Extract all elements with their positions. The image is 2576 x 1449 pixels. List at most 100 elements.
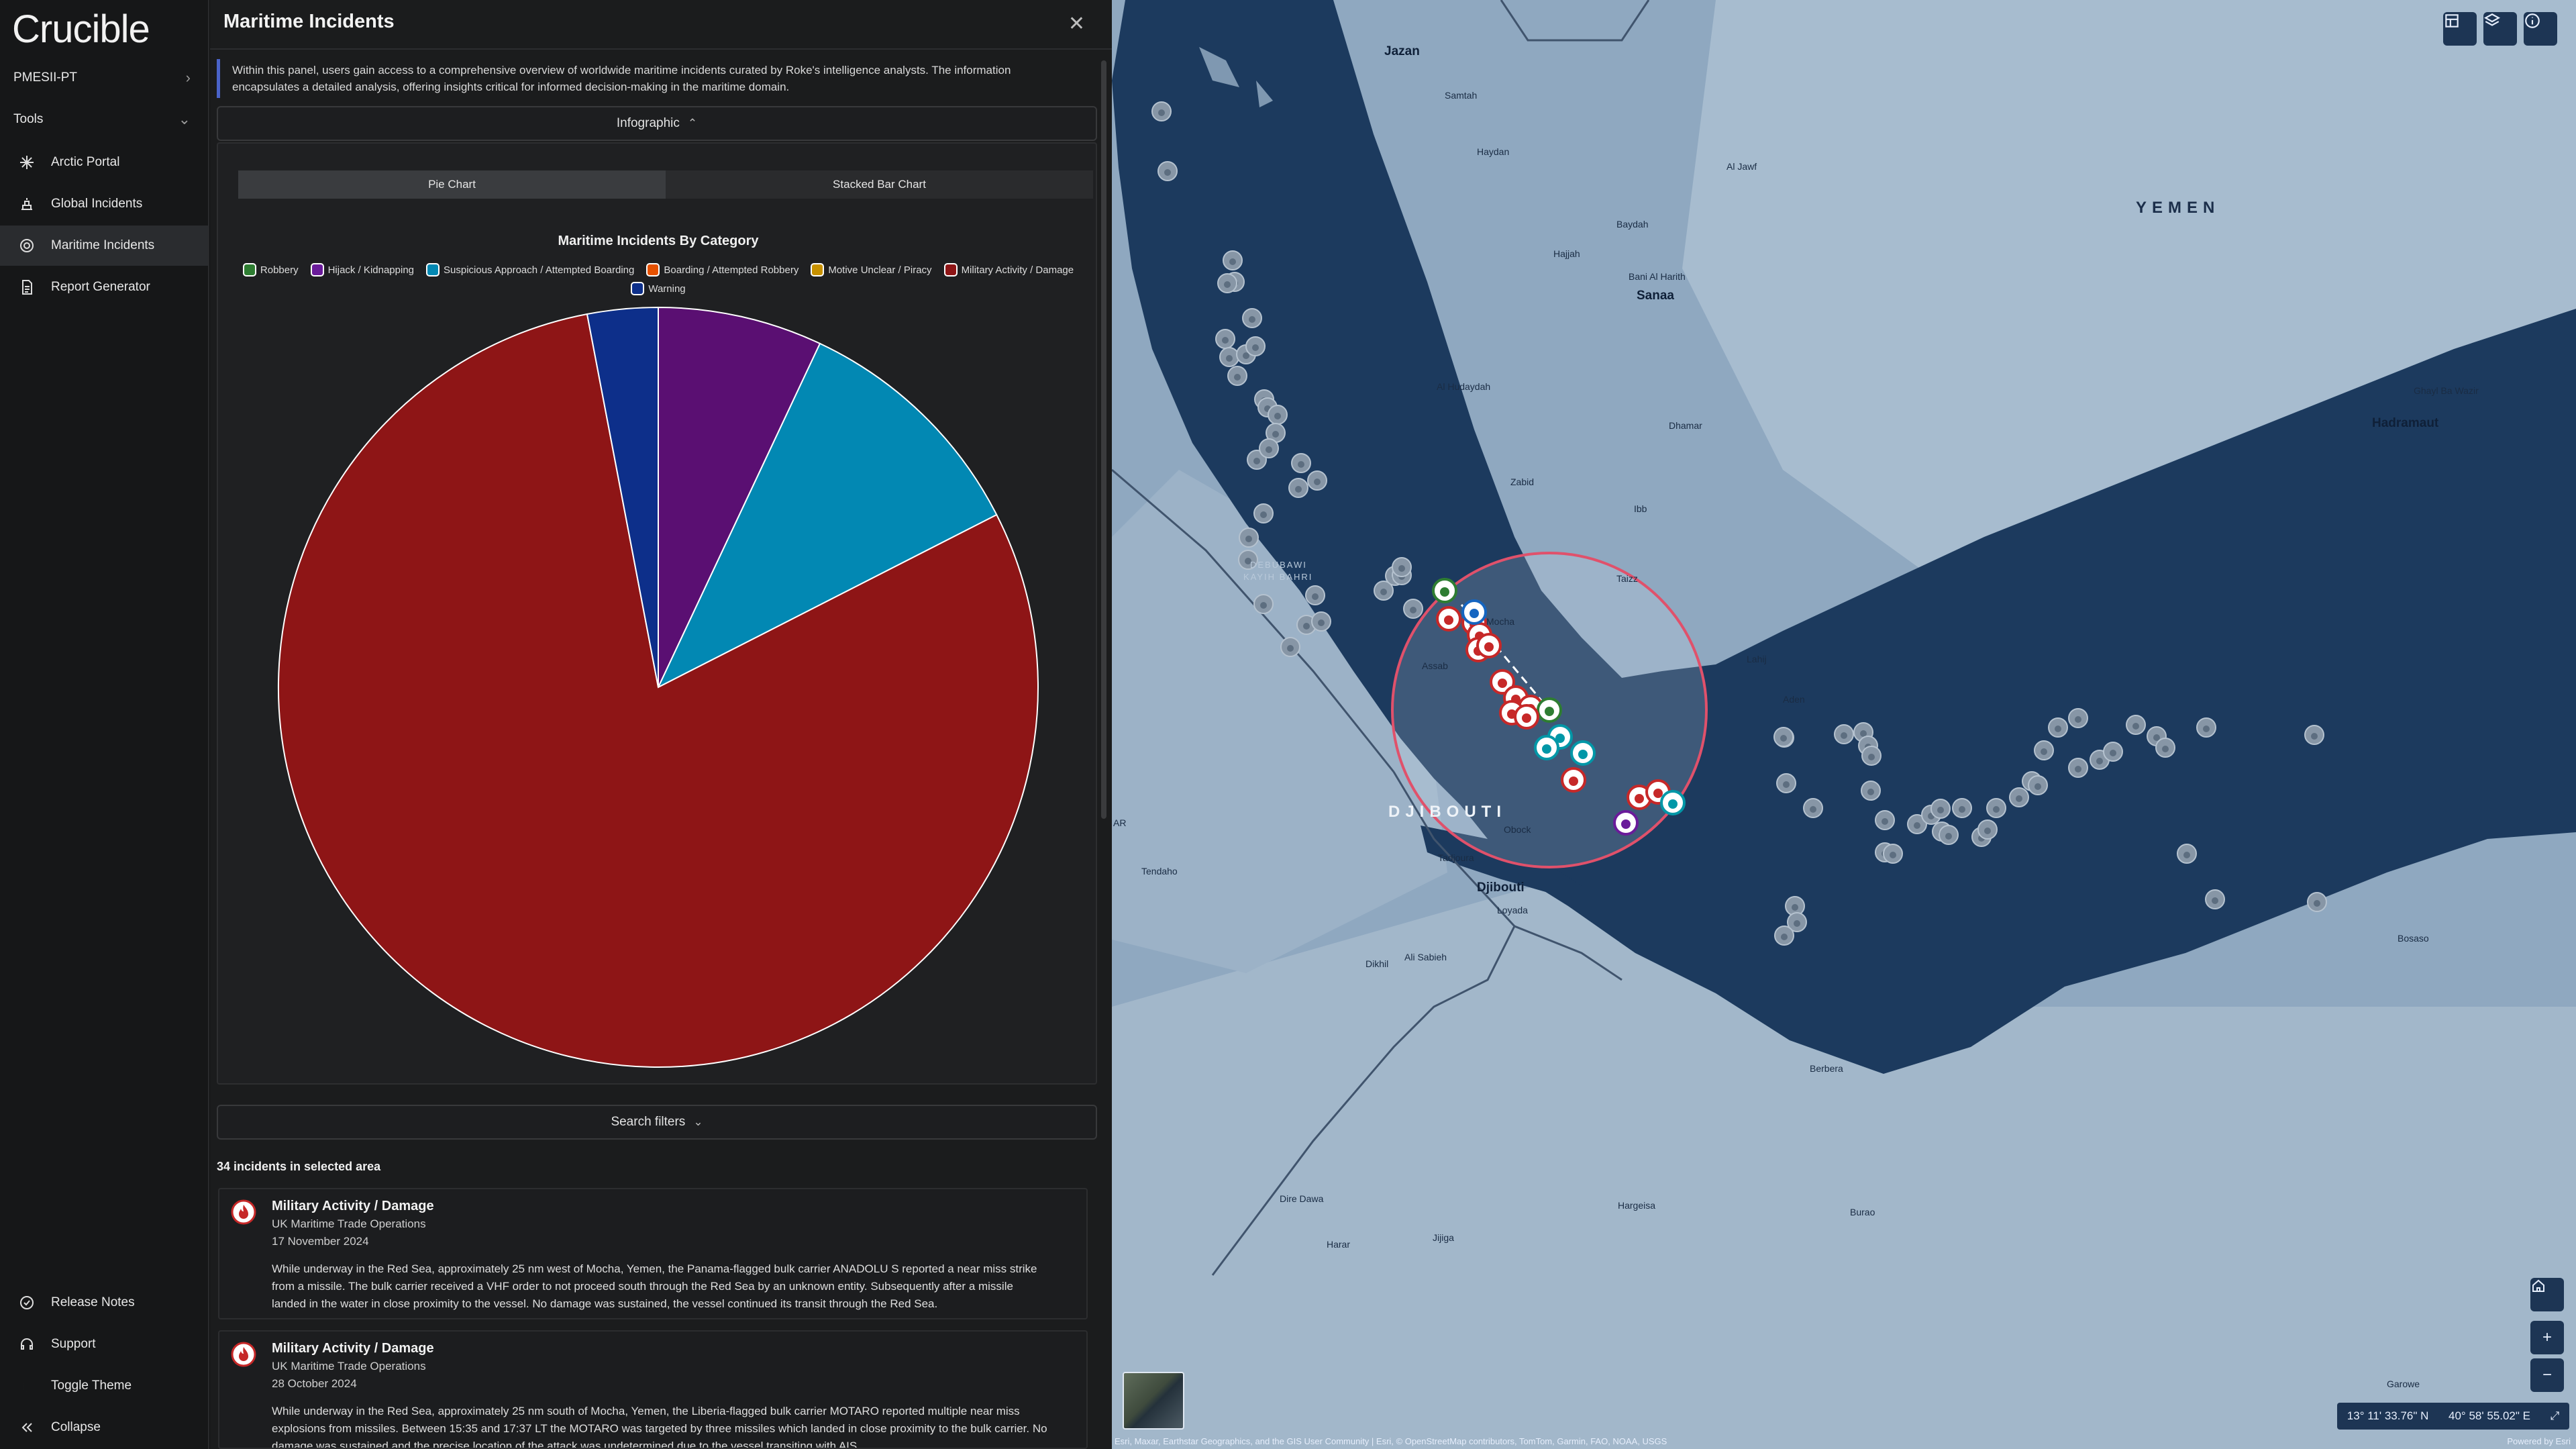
legend-item[interactable]: Motive Unclear / Piracy [811,263,932,277]
pie-slice-military-activity-damage[interactable] [278,313,1039,1068]
app-logo[interactable]: Crucible [12,7,150,51]
powered-by-text[interactable]: Powered by Esri [2507,1436,2571,1446]
legend-item[interactable]: Hijack / Kidnapping [310,263,414,277]
nav-item-maritime-incidents[interactable]: Maritime Incidents [0,226,208,266]
military-incident-marker[interactable] [1476,633,1502,658]
approach-incident-marker[interactable] [1534,735,1559,760]
military-incident-marker[interactable] [1436,606,1461,632]
close-icon[interactable]: ✕ [1068,13,1085,35]
historic-incident-marker[interactable] [1392,557,1412,577]
pie-slice-suspicious-approach-attempted-boarding[interactable] [656,342,998,689]
warning-incident-marker[interactable] [1461,599,1487,625]
release-notes-button[interactable]: Release Notes [0,1283,208,1323]
historic-incident-marker[interactable] [2009,787,2029,807]
layers-icon[interactable] [2483,12,2517,46]
historic-incident-marker[interactable] [1907,814,1927,834]
historic-incident-marker[interactable] [1305,585,1325,605]
map-canvas[interactable] [1112,0,2576,1449]
historic-incident-marker[interactable] [1773,727,1794,747]
robbery-incident-marker[interactable] [1432,578,1457,603]
historic-incident-marker[interactable] [1311,611,1331,632]
historic-incident-marker[interactable] [2126,715,2146,735]
historic-incident-marker[interactable] [1930,799,1951,819]
historic-incident-marker[interactable] [1977,819,1998,840]
historic-incident-marker[interactable] [2028,775,2048,795]
tools-toggle[interactable]: Tools ⌄ [0,99,208,140]
legend-item[interactable]: Suspicious Approach / Attempted Boarding [426,263,634,277]
historic-incident-marker[interactable] [1774,926,1794,946]
approach-incident-marker[interactable] [1660,790,1686,815]
historic-incident-marker[interactable] [1253,594,1274,614]
historic-incident-marker[interactable] [1875,810,1895,830]
pie-slice-warning[interactable] [586,306,659,688]
historic-incident-marker[interactable] [1307,470,1327,491]
historic-incident-marker[interactable] [1227,366,1247,386]
historic-incident-marker[interactable] [1238,550,1258,570]
historic-incident-marker[interactable] [1803,798,1823,818]
historic-incident-marker[interactable] [2034,740,2054,760]
historic-incident-marker[interactable] [1939,825,1959,845]
historic-incident-marker[interactable] [1403,599,1423,619]
historic-incident-marker[interactable] [1834,724,1854,744]
incident-markers[interactable] [1151,101,2327,946]
search-filters-toggle[interactable]: Search filters ⌄ [217,1105,1097,1140]
table-icon[interactable] [2443,12,2477,46]
toggle-theme-button[interactable]: Toggle Theme [0,1366,208,1406]
historic-incident-marker[interactable] [2177,844,2197,864]
historic-incident-marker[interactable] [1861,781,1881,801]
historic-incident-marker[interactable] [2103,742,2123,762]
expand-icon[interactable]: ⤢ [2550,1409,2560,1422]
historic-incident-marker[interactable] [1883,844,1903,864]
infographic-toggle[interactable]: Infographic ⌃ [217,106,1097,141]
historic-incident-marker[interactable] [1245,336,1266,356]
incident-card[interactable]: Military Activity / Damage UK Maritime T… [218,1330,1088,1449]
pie-slice-hijack-kidnapping[interactable] [658,306,821,688]
historic-incident-marker[interactable] [1242,308,1262,328]
historic-incident-marker[interactable] [2155,738,2175,758]
approach-incident-marker[interactable] [1570,740,1596,766]
historic-incident-marker[interactable] [1952,798,1972,818]
historic-incident-marker[interactable] [1374,581,1394,601]
historic-incident-marker[interactable] [1217,273,1237,293]
military-incident-marker[interactable] [1514,704,1539,730]
historic-incident-marker[interactable] [2068,708,2088,728]
nav-item-report-generator[interactable]: Report Generator [0,267,208,307]
historic-incident-marker[interactable] [1986,798,2006,818]
historic-incident-marker[interactable] [2196,717,2216,738]
military-incident-marker[interactable] [1561,767,1586,793]
hijack-incident-marker[interactable] [1613,810,1639,836]
legend-item[interactable]: Robbery [242,263,299,277]
basemap-toggle[interactable] [1123,1372,1184,1430]
historic-incident-marker[interactable] [2068,758,2088,778]
panel-scrollbar[interactable] [1101,60,1106,819]
historic-incident-marker[interactable] [2205,889,2225,909]
zoom-out-icon[interactable]: − [2530,1358,2564,1392]
historic-incident-marker[interactable] [1268,405,1288,425]
military-incident-marker[interactable] [1490,669,1515,695]
historic-incident-marker[interactable] [1219,347,1239,367]
historic-incident-marker[interactable] [1776,773,1796,793]
tab-stacked-bar-chart[interactable]: Stacked Bar Chart [833,178,926,191]
historic-incident-marker[interactable] [1223,250,1243,270]
robbery-incident-marker[interactable] [1537,697,1562,723]
historic-incident-marker[interactable] [2048,717,2068,738]
historic-incident-marker[interactable] [1288,478,1308,498]
historic-incident-marker[interactable] [1280,637,1300,657]
collapse-button[interactable]: Collapse [0,1407,208,1448]
historic-incident-marker[interactable] [1253,503,1274,523]
historic-incident-marker[interactable] [1215,329,1235,349]
workspace-selector[interactable]: PMESII-PT › [0,58,208,98]
historic-incident-marker[interactable] [1239,528,1259,548]
info-icon[interactable] [2524,12,2557,46]
legend-item[interactable]: Military Activity / Damage [943,263,1074,277]
historic-incident-marker[interactable] [1259,438,1279,458]
historic-incident-marker[interactable] [1861,746,1882,766]
support-button[interactable]: Support [0,1324,208,1364]
nav-item-arctic-portal[interactable]: Arctic Portal [0,142,208,183]
nav-item-global-incidents[interactable]: Global Incidents [0,184,208,224]
incident-card[interactable]: Military Activity / Damage UK Maritime T… [218,1188,1088,1319]
map-view[interactable]: Jazan Samtah Haydan Al Jawf YEMEN Baydah… [1112,0,2576,1449]
zoom-in-icon[interactable]: + [2530,1321,2564,1354]
legend-item[interactable]: Warning [631,282,686,295]
historic-incident-marker[interactable] [1151,101,1172,121]
